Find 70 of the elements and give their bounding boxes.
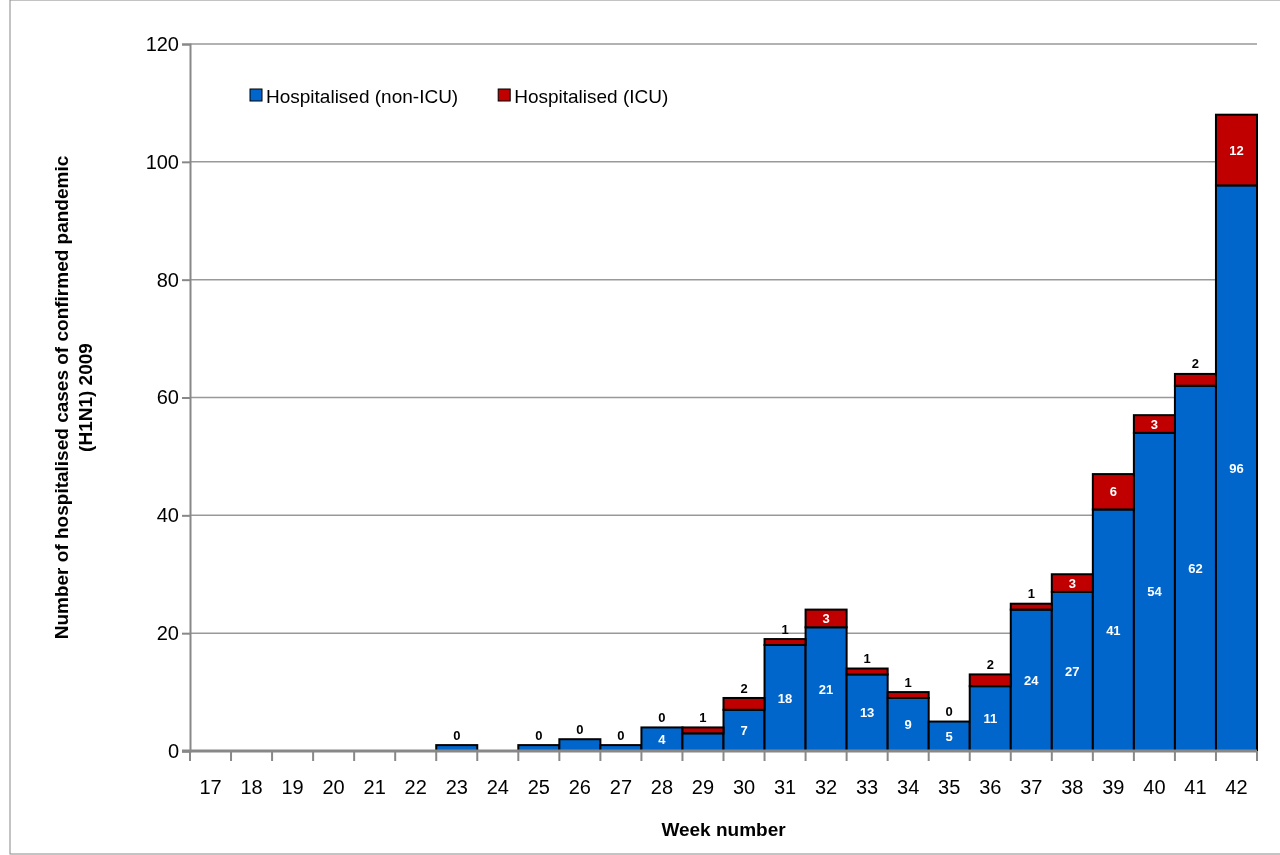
x-tick-label: 40	[1143, 776, 1166, 798]
x-tick-label: 22	[404, 776, 427, 798]
data-label: 0	[945, 704, 953, 720]
x-tick-label: 21	[363, 776, 386, 798]
x-tick-label: 35	[938, 776, 961, 798]
data-label: 6	[1109, 484, 1117, 500]
x-tick-label: 31	[773, 776, 797, 798]
y-tick-label: 40	[156, 504, 179, 527]
x-tick-label: 30	[732, 776, 756, 798]
x-tick-label: 42	[1225, 776, 1248, 798]
x-tick-label: 18	[240, 776, 263, 798]
data-label: 2	[1191, 356, 1200, 372]
y-tick-label: 120	[145, 32, 179, 55]
data-label: 9	[904, 717, 912, 733]
x-tick-label: 29	[691, 776, 715, 798]
data-label: 62	[1188, 560, 1203, 576]
x-tick-label: 38	[1061, 776, 1084, 798]
data-label: 54	[1147, 584, 1163, 600]
data-label: 1	[781, 621, 789, 637]
x-tick-label: 33	[856, 776, 879, 798]
legend-label: Hospitalised (non-ICU)	[266, 85, 459, 107]
y-tick-label: 60	[156, 386, 179, 409]
data-label: 11	[983, 711, 998, 727]
data-label: 18	[777, 690, 793, 706]
x-axis-title: Week number	[661, 819, 787, 840]
x-tick-label: 34	[897, 776, 920, 798]
x-tick-label: 27	[609, 776, 633, 798]
y-tick-label: 20	[156, 622, 179, 645]
data-label: 1	[863, 651, 871, 667]
data-label: 96	[1229, 460, 1244, 476]
data-label: 2	[986, 656, 994, 672]
data-label: 13	[859, 705, 875, 721]
y-tick-label: 0	[167, 739, 179, 762]
x-tick-label: 20	[322, 776, 345, 798]
data-label: 0	[617, 727, 625, 743]
x-tick-label: 39	[1102, 776, 1125, 798]
data-label: 3	[822, 610, 830, 626]
data-label: 1	[699, 709, 707, 725]
data-label: 7	[740, 722, 748, 738]
data-label: 12	[1229, 142, 1244, 158]
y-tick-label: 80	[156, 268, 179, 291]
data-label: 1	[904, 674, 912, 690]
x-tick-label: 26	[568, 776, 591, 798]
data-label: 0	[453, 727, 461, 743]
x-tick-label: 24	[486, 776, 509, 798]
x-tick-label: 17	[199, 776, 222, 798]
x-tick-label: 19	[281, 776, 304, 798]
x-tick-label: 23	[445, 776, 468, 798]
data-label: 1	[1027, 586, 1035, 602]
data-label: 4	[658, 731, 667, 747]
data-label: 0	[576, 721, 584, 737]
data-label: 3	[1068, 575, 1076, 591]
data-label: 0	[535, 727, 543, 743]
legend-label: Hospitalised (ICU)	[514, 85, 669, 107]
x-tick-label: 41	[1184, 776, 1207, 798]
x-tick-label: 28	[650, 776, 674, 798]
x-tick-label: 36	[979, 776, 1002, 798]
data-label: 21	[818, 681, 834, 697]
data-label: 2	[740, 680, 748, 696]
y-axis-title: Number of hospitalised cases of confirmed pandemic (H1N1) 2009	[51, 155, 96, 640]
y-tick-label: 100	[145, 150, 179, 173]
data-label: 3	[1150, 416, 1159, 432]
data-label: 41	[1106, 622, 1121, 638]
data-label: 27	[1065, 664, 1080, 680]
data-label: 0	[658, 709, 666, 725]
x-tick-label: 32	[814, 776, 838, 798]
x-tick-label: 37	[1020, 776, 1043, 798]
x-tick-label: 25	[527, 776, 550, 798]
data-label: 24	[1024, 672, 1040, 688]
data-label: 5	[945, 728, 953, 744]
